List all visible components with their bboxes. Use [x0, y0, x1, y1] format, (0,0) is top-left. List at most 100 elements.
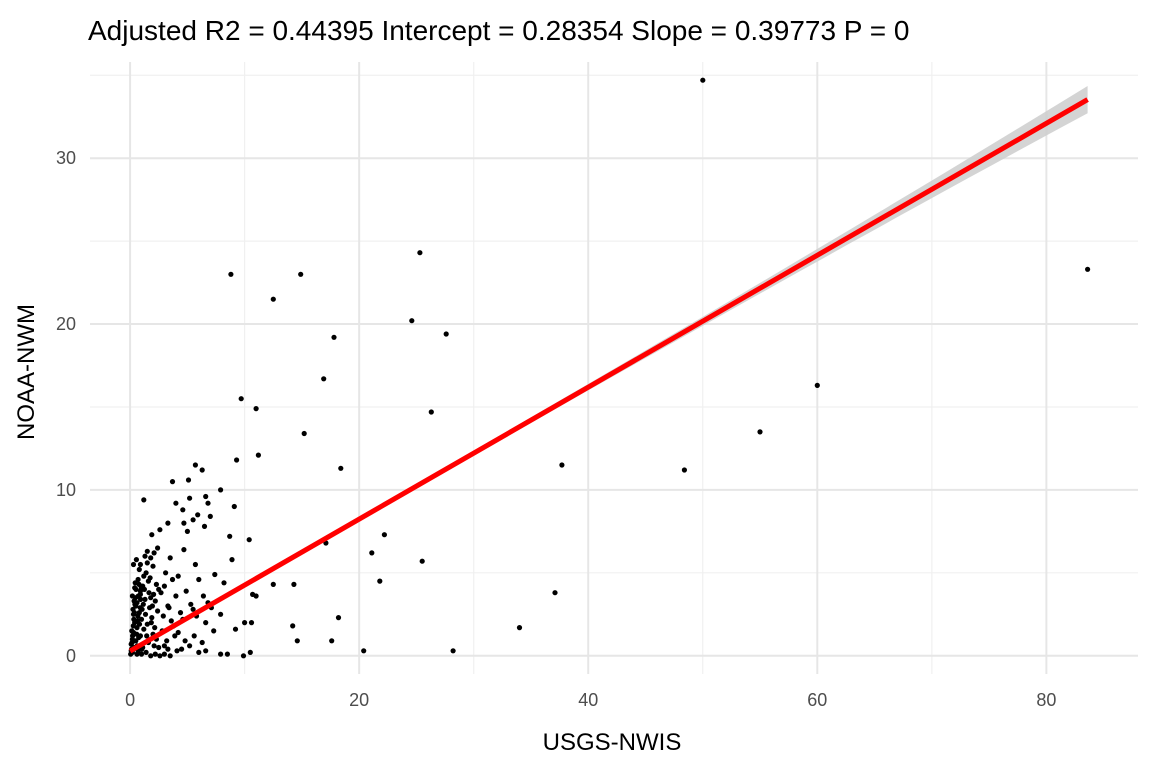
- data-point: [814, 382, 820, 388]
- data-point: [167, 555, 173, 561]
- data-point: [270, 581, 276, 588]
- data-point: [181, 547, 187, 553]
- data-point: [149, 603, 155, 609]
- data-point: [165, 520, 171, 526]
- data-point: [301, 430, 307, 437]
- data-point: [228, 271, 234, 277]
- data-point: [172, 633, 178, 639]
- data-point: [294, 638, 300, 644]
- data-point: [144, 621, 150, 627]
- data-point: [417, 250, 423, 256]
- data-point: [129, 628, 135, 634]
- data-point: [270, 296, 276, 302]
- data-point: [151, 643, 157, 649]
- data-point: [138, 596, 144, 603]
- data-point: [290, 623, 296, 629]
- fit-line: [128, 97, 1089, 654]
- data-point: [151, 591, 157, 598]
- data-point: [148, 620, 154, 626]
- x-tick-label: 40: [578, 690, 598, 710]
- data-point: [134, 631, 140, 637]
- data-point: [238, 396, 244, 402]
- data-point: [199, 467, 205, 473]
- data-point: [199, 639, 205, 646]
- data-point: [338, 465, 344, 471]
- x-tick-labels: 0 20 40 60 80: [125, 690, 1056, 710]
- data-point: [142, 553, 148, 559]
- data-point: [1085, 266, 1091, 272]
- data-point: [138, 616, 145, 622]
- data-point: [329, 638, 335, 644]
- data-point: [321, 376, 327, 382]
- data-point: [450, 648, 456, 654]
- data-point: [253, 406, 259, 412]
- data-point: [129, 639, 135, 646]
- data-point: [681, 467, 688, 473]
- data-point: [138, 585, 144, 591]
- data-point: [157, 527, 163, 533]
- data-point: [190, 606, 196, 612]
- data-point: [166, 605, 172, 611]
- data-point: [211, 628, 217, 634]
- chart-title: Adjusted R2 = 0.44395 Intercept = 0.2835…: [88, 15, 909, 46]
- data-point: [156, 644, 162, 651]
- data-point: [191, 633, 197, 639]
- data-point: [559, 462, 565, 468]
- data-point: [132, 601, 138, 607]
- data-point: [175, 629, 181, 636]
- data-point: [144, 633, 150, 639]
- data-point: [146, 590, 152, 596]
- x-tick-label: 20: [349, 690, 369, 710]
- data-point: [158, 590, 164, 596]
- data-point: [218, 611, 224, 617]
- data-point: [377, 578, 383, 584]
- data-point: [169, 479, 176, 485]
- data-point: [141, 497, 147, 503]
- x-tick-label: 80: [1036, 690, 1056, 710]
- data-point: [161, 651, 167, 657]
- y-tick-label: 30: [56, 148, 76, 168]
- data-point: [183, 588, 189, 594]
- data-point: [155, 545, 161, 551]
- data-point: [141, 573, 147, 579]
- data-point: [190, 517, 196, 523]
- data-point: [242, 620, 248, 626]
- data-point: [131, 610, 137, 616]
- data-point: [221, 580, 227, 586]
- data-point: [136, 621, 143, 627]
- data-point: [201, 523, 208, 530]
- data-point: [212, 571, 218, 578]
- data-point: [153, 581, 159, 588]
- data-point: [148, 555, 154, 561]
- data-point: [151, 550, 157, 556]
- regression-line: [128, 97, 1089, 654]
- data-point: [130, 561, 137, 568]
- data-point: [227, 533, 233, 539]
- data-point: [184, 528, 190, 535]
- data-point: [138, 651, 145, 657]
- x-tick-label: 0: [125, 690, 135, 710]
- data-point: [240, 653, 247, 659]
- data-point: [203, 620, 209, 626]
- data-point: [232, 626, 239, 632]
- data-point: [409, 318, 415, 324]
- data-point: [180, 507, 186, 513]
- x-axis-label: USGS-NWIS: [543, 729, 682, 756]
- data-point: [133, 586, 139, 593]
- data-point: [135, 613, 141, 619]
- data-point: [331, 334, 337, 340]
- data-point: [253, 593, 259, 599]
- y-axis-label: NOAA-NWM: [13, 304, 40, 440]
- data-point: [137, 561, 143, 568]
- data-point: [174, 648, 180, 654]
- y-tick-labels: 0 10 20 30: [56, 148, 76, 666]
- data-point: [196, 576, 202, 583]
- data-point: [144, 560, 150, 566]
- data-point: [161, 643, 167, 649]
- data-point: [234, 457, 240, 463]
- data-point: [173, 500, 179, 506]
- data-point: [175, 573, 181, 579]
- data-point: [161, 583, 167, 589]
- data-point: [291, 581, 297, 588]
- data-point: [143, 649, 149, 656]
